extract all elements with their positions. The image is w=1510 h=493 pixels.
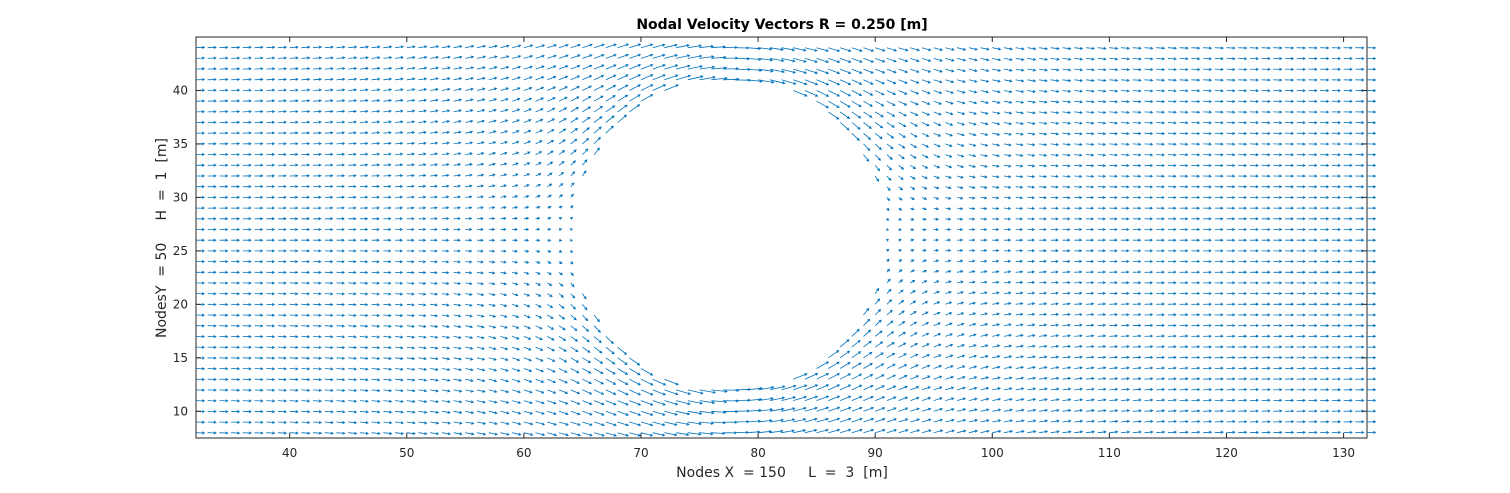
- y-tick-label: 15: [173, 351, 188, 365]
- y-tick-label: 35: [173, 137, 188, 151]
- x-tick-label: 50: [399, 446, 414, 460]
- axes-box: [195, 36, 1368, 439]
- velocity-vectors: [195, 43, 1377, 437]
- x-axis-label: Nodes X = 150 L = 3 [m]: [676, 465, 888, 481]
- x-tick-label: 60: [516, 446, 531, 460]
- y-tick-label: 30: [173, 190, 188, 204]
- x-axis-ticks: 40 50 60 70 80 90 100 110 120 130: [282, 37, 1355, 460]
- y-tick-label: 25: [173, 244, 188, 258]
- x-tick-label: 110: [1098, 446, 1121, 460]
- chart-title: Nodal Velocity Vectors R = 0.250 [m]: [636, 17, 927, 33]
- velocity-vector-arrows: [195, 43, 1377, 437]
- x-tick-label: 120: [1215, 446, 1238, 460]
- y-axis-label: NodesY = 50 H = 1 [m]: [154, 138, 170, 338]
- y-axis-ticks: 10 15 20 25 30 35 40: [173, 83, 1367, 418]
- x-tick-label: 80: [750, 446, 765, 460]
- x-tick-label: 40: [282, 446, 297, 460]
- x-tick-label: 100: [981, 446, 1004, 460]
- y-tick-label: 40: [173, 83, 188, 97]
- y-tick-label: 20: [173, 297, 188, 311]
- x-tick-label: 90: [868, 446, 883, 460]
- y-tick-label: 10: [173, 404, 188, 418]
- plot-area: 40 50 60 70 80 90 100 110 120 130 10 15 20 25 30 35 40: [173, 36, 1377, 460]
- x-tick-label: 70: [633, 446, 648, 460]
- x-tick-label: 130: [1332, 446, 1355, 460]
